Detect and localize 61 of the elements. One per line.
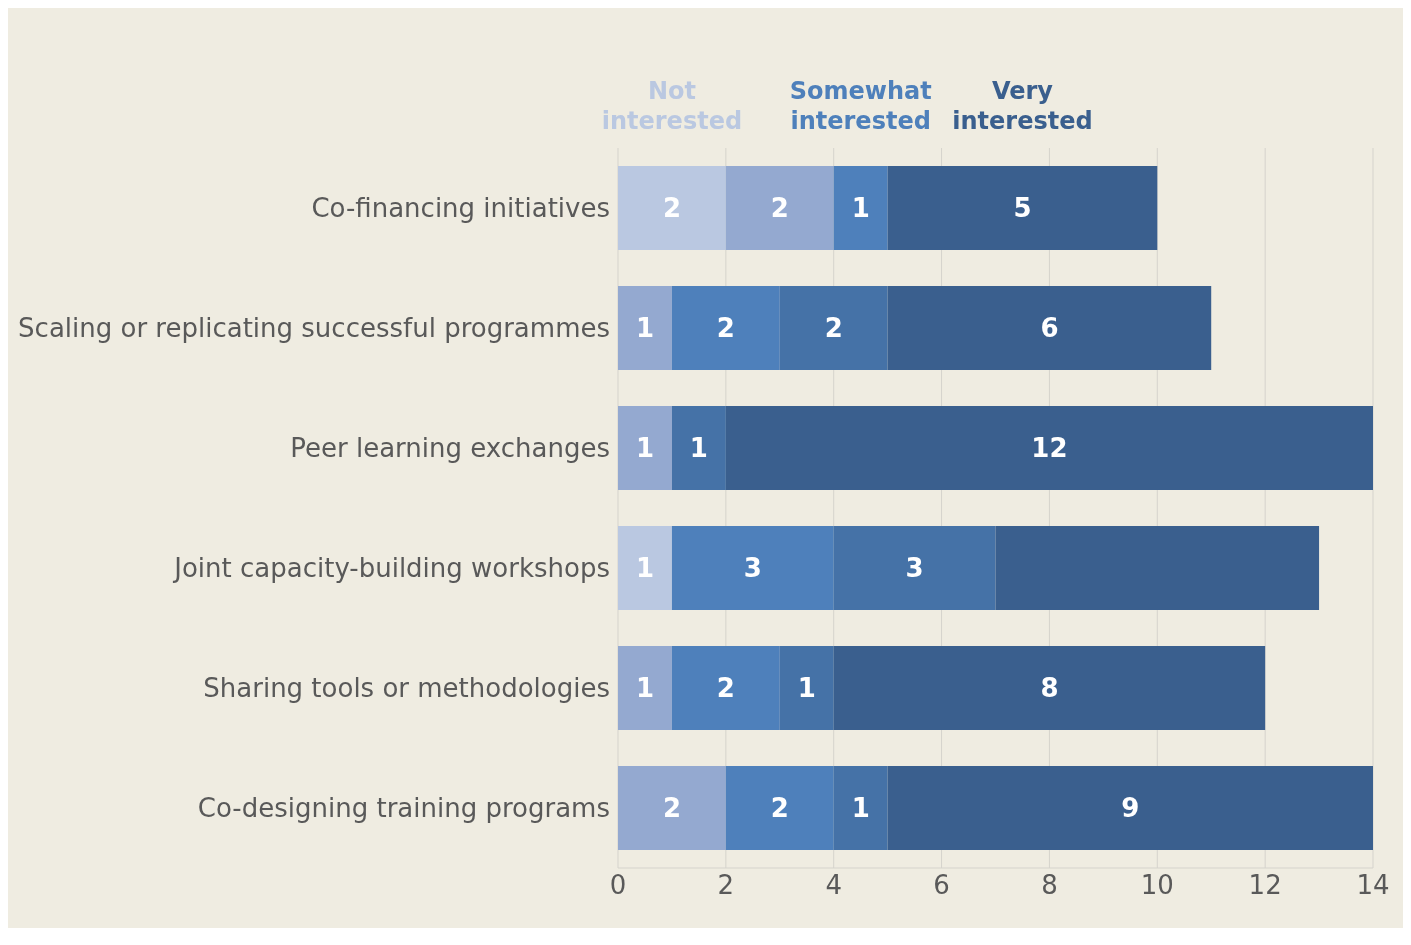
data-label: 2: [716, 313, 735, 343]
data-label: 2: [716, 673, 735, 703]
data-label: 6: [1040, 313, 1059, 343]
data-label: 12: [1031, 433, 1068, 463]
bar: [618, 526, 672, 610]
data-label: 1: [635, 313, 655, 343]
x-tick-label: 12: [1248, 870, 1282, 901]
y-tick-label: Joint capacity-building workshops: [172, 553, 610, 584]
data-label: 3: [743, 553, 762, 583]
y-tick-label: Scaling or replicating successful programmes: [18, 313, 610, 344]
y-tick-label: Peer learning exchanges: [290, 433, 610, 464]
data-label: 1: [635, 553, 655, 583]
data-label: 5: [1013, 193, 1032, 223]
data-label: 8: [1040, 673, 1059, 703]
bar: [833, 526, 996, 610]
x-tick-label: 8: [1041, 870, 1058, 901]
bar: [887, 166, 1158, 250]
data-label: 2: [770, 793, 789, 823]
bar: [618, 406, 672, 490]
bar: [779, 286, 888, 370]
data-label: 1: [689, 433, 708, 463]
bar: [833, 646, 1266, 730]
x-tick-label: 4: [825, 870, 842, 901]
y-tick-label: Co-designing training programs: [197, 793, 610, 824]
bar: [833, 766, 888, 850]
bar: [618, 766, 726, 850]
data-label: 2: [662, 793, 681, 823]
bar: [671, 286, 780, 370]
x-tick-label: 14: [1356, 870, 1390, 901]
data-label: 1: [797, 673, 816, 703]
bar: [995, 526, 1320, 610]
data-label: 2: [770, 193, 789, 223]
bar: [833, 166, 888, 250]
bar: [725, 406, 1373, 490]
data-label: 2: [662, 193, 681, 223]
x-tick-label: 6: [933, 870, 950, 901]
x-tick-label: 2: [717, 870, 735, 901]
bar: [618, 166, 726, 250]
data-label: 1: [635, 673, 655, 703]
data-label: 2: [824, 313, 843, 343]
bar: [725, 766, 834, 850]
bar: [725, 166, 834, 250]
data-label: 1: [635, 433, 655, 463]
bar: [887, 766, 1373, 850]
data-label: 1: [851, 793, 870, 823]
y-tick-label: Sharing tools or methodologies: [203, 673, 610, 704]
data-label: 9: [1121, 793, 1140, 823]
bar: [779, 646, 834, 730]
bar: [618, 646, 672, 730]
bar: [671, 406, 726, 490]
series-label: Very interested: [951, 76, 1094, 136]
y-tick-label: Co-financing initiatives: [311, 193, 610, 224]
text: Somewhat interested: [788, 76, 933, 136]
data-label: 3: [905, 553, 924, 583]
data-label: 1: [851, 193, 870, 223]
bar: [671, 526, 834, 610]
x-tick-label: 10: [1140, 870, 1174, 901]
bar: [618, 286, 672, 370]
bar: [887, 286, 1212, 370]
x-tick-label: 0: [609, 870, 627, 901]
bar: [671, 646, 780, 730]
